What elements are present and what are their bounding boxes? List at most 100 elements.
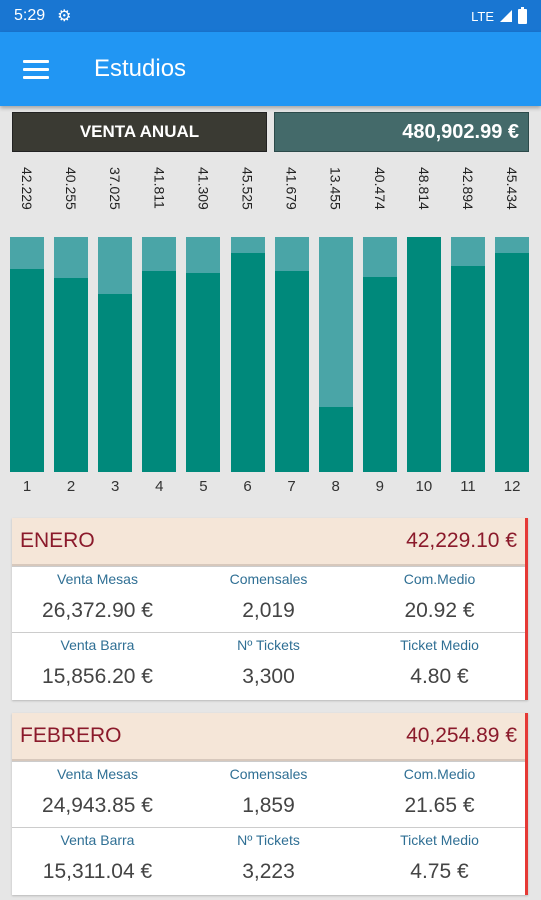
bar [142,271,177,472]
annual-sales-label: VENTA ANUAL [12,112,267,152]
bar-value-label: 40.255 [63,167,80,210]
bar-column[interactable]: 13.455 8 [318,165,353,505]
stat-label: Comensales [229,766,308,782]
bar-track [98,237,133,472]
bar-column[interactable]: 48.814 10 [406,165,441,505]
bar [186,273,221,472]
bar [362,277,397,472]
bar-category-label: 3 [111,478,120,495]
gear-icon: ⚙ [57,8,72,25]
app-bar: Estudios [0,32,541,106]
bar [98,294,133,472]
stat-value: 1,859 [242,794,295,817]
bar-column[interactable]: 45.525 6 [230,165,265,505]
stat-value: 3,300 [242,665,295,688]
stat-label: Nº Tickets [237,637,300,653]
month-name: ENERO [20,529,95,552]
bar-column[interactable]: 40.255 2 [54,165,89,505]
bar-category-label: 11 [460,478,476,495]
stat-ticket-medio: Ticket Medio 4.80 € [354,633,525,699]
bar [54,278,89,472]
stat-label: Venta Mesas [57,571,138,587]
bar-value-label: 42.229 [19,167,35,210]
bar-column[interactable]: 42.894 11 [451,165,485,505]
bar-track [10,237,44,472]
stat-ticket-medio: Ticket Medio 4.75 € [354,828,525,894]
bar-category-label: 6 [243,478,252,495]
stat-num-tickets: Nº Tickets 3,223 [183,828,354,894]
month-card-header: ENERO 42,229.10 € [12,518,525,566]
bar-column[interactable]: 40.474 9 [362,165,397,505]
stat-label: Comensales [229,571,308,587]
bar-value-label: 48.814 [415,167,432,210]
stat-value: 4.80 € [410,665,469,688]
bar-value-label: 40.474 [371,167,388,210]
stat-venta-barra: Venta Barra 15,856.20 € [12,633,183,699]
bar [274,271,309,472]
stat-value: 3,223 [242,860,295,883]
bar-value-label: 13.455 [327,167,344,210]
bar-column[interactable]: 41.309 5 [186,165,221,505]
month-name: FEBRERO [20,724,122,747]
stat-label: Ticket Medio [400,637,479,653]
bar-column[interactable]: 45.434 12 [495,165,530,505]
stat-com-medio: Com.Medio 20.92 € [354,567,525,633]
stat-value: 15,311.04 € [42,860,153,883]
stat-value: 21.65 € [404,794,475,817]
bar [10,269,44,472]
stat-label: Venta Barra [60,832,135,848]
month-stats: Venta Mesas 26,372.90 € Comensales 2,019 C… [12,566,525,699]
bar-track [406,237,441,472]
bar-column[interactable]: 42.229 1 [10,165,44,505]
monthly-sales-chart: 42.229 1 40.255 2 37.025 3 41.811 4 41.309 5 45.52… [0,165,541,505]
bar-column[interactable]: 41.811 4 [142,165,177,505]
month-card-header: FEBRERO 40,254.89 € [12,713,525,761]
bar-track [495,237,530,472]
bar-value-label: 42.894 [460,167,476,210]
bar [451,266,485,472]
stat-label: Com.Medio [403,571,476,587]
bar-category-label: 10 [415,478,433,495]
bar-category-label: 8 [331,478,340,495]
month-card-febrero[interactable]: FEBRERO 40,254.89 € Venta Mesas 24,943.85… [12,713,528,895]
network-label: LTE [471,8,494,24]
stat-com-medio: Com.Medio 21.65 € [354,762,525,828]
bar-track [362,237,397,472]
stat-value: 2,019 [242,599,295,622]
menu-icon[interactable] [23,59,49,79]
stat-label: Ticket Medio [400,832,479,848]
stat-num-tickets: Nº Tickets 3,300 [183,633,354,699]
month-total: 42,229.10 € [406,529,517,552]
signal-icon [500,10,512,22]
bar-category-label: 4 [155,478,164,495]
stat-label: Nº Tickets [237,832,300,848]
bar-track [230,237,265,472]
bar-category-label: 1 [22,478,32,495]
month-total: 40,254.89 € [406,724,517,747]
bar-track [54,237,89,472]
status-time: 5:29 [14,7,46,24]
bar-category-label: 9 [375,478,384,495]
bar-track [142,237,177,472]
stat-label: Venta Mesas [57,766,138,782]
bar-value-label: 45.525 [239,167,256,210]
stat-value: 20.92 € [404,599,475,622]
bar [495,253,530,472]
bar-category-label: 7 [287,478,296,495]
stat-label: Venta Barra [60,637,135,653]
stat-value: 24,943.85 € [42,794,153,817]
stat-value: 15,856.20 € [42,665,153,688]
bar-track [274,237,309,472]
bar-category-label: 5 [199,478,208,495]
month-card-enero[interactable]: ENERO 42,229.10 € Venta Mesas 26,372.90 €… [12,518,528,700]
stat-comensales: Comensales 2,019 [183,567,354,633]
bar-category-label: 2 [66,478,76,495]
bar [318,407,353,472]
bar-value-label: 37.025 [107,167,124,210]
stat-comensales: Comensales 1,859 [183,762,354,828]
bar-column[interactable]: 37.025 3 [98,165,133,505]
bar-track [451,237,485,472]
bar-column[interactable]: 41.679 7 [274,165,309,505]
battery-icon [518,6,527,24]
stat-venta-mesas: Venta Mesas 26,372.90 € [12,567,183,633]
